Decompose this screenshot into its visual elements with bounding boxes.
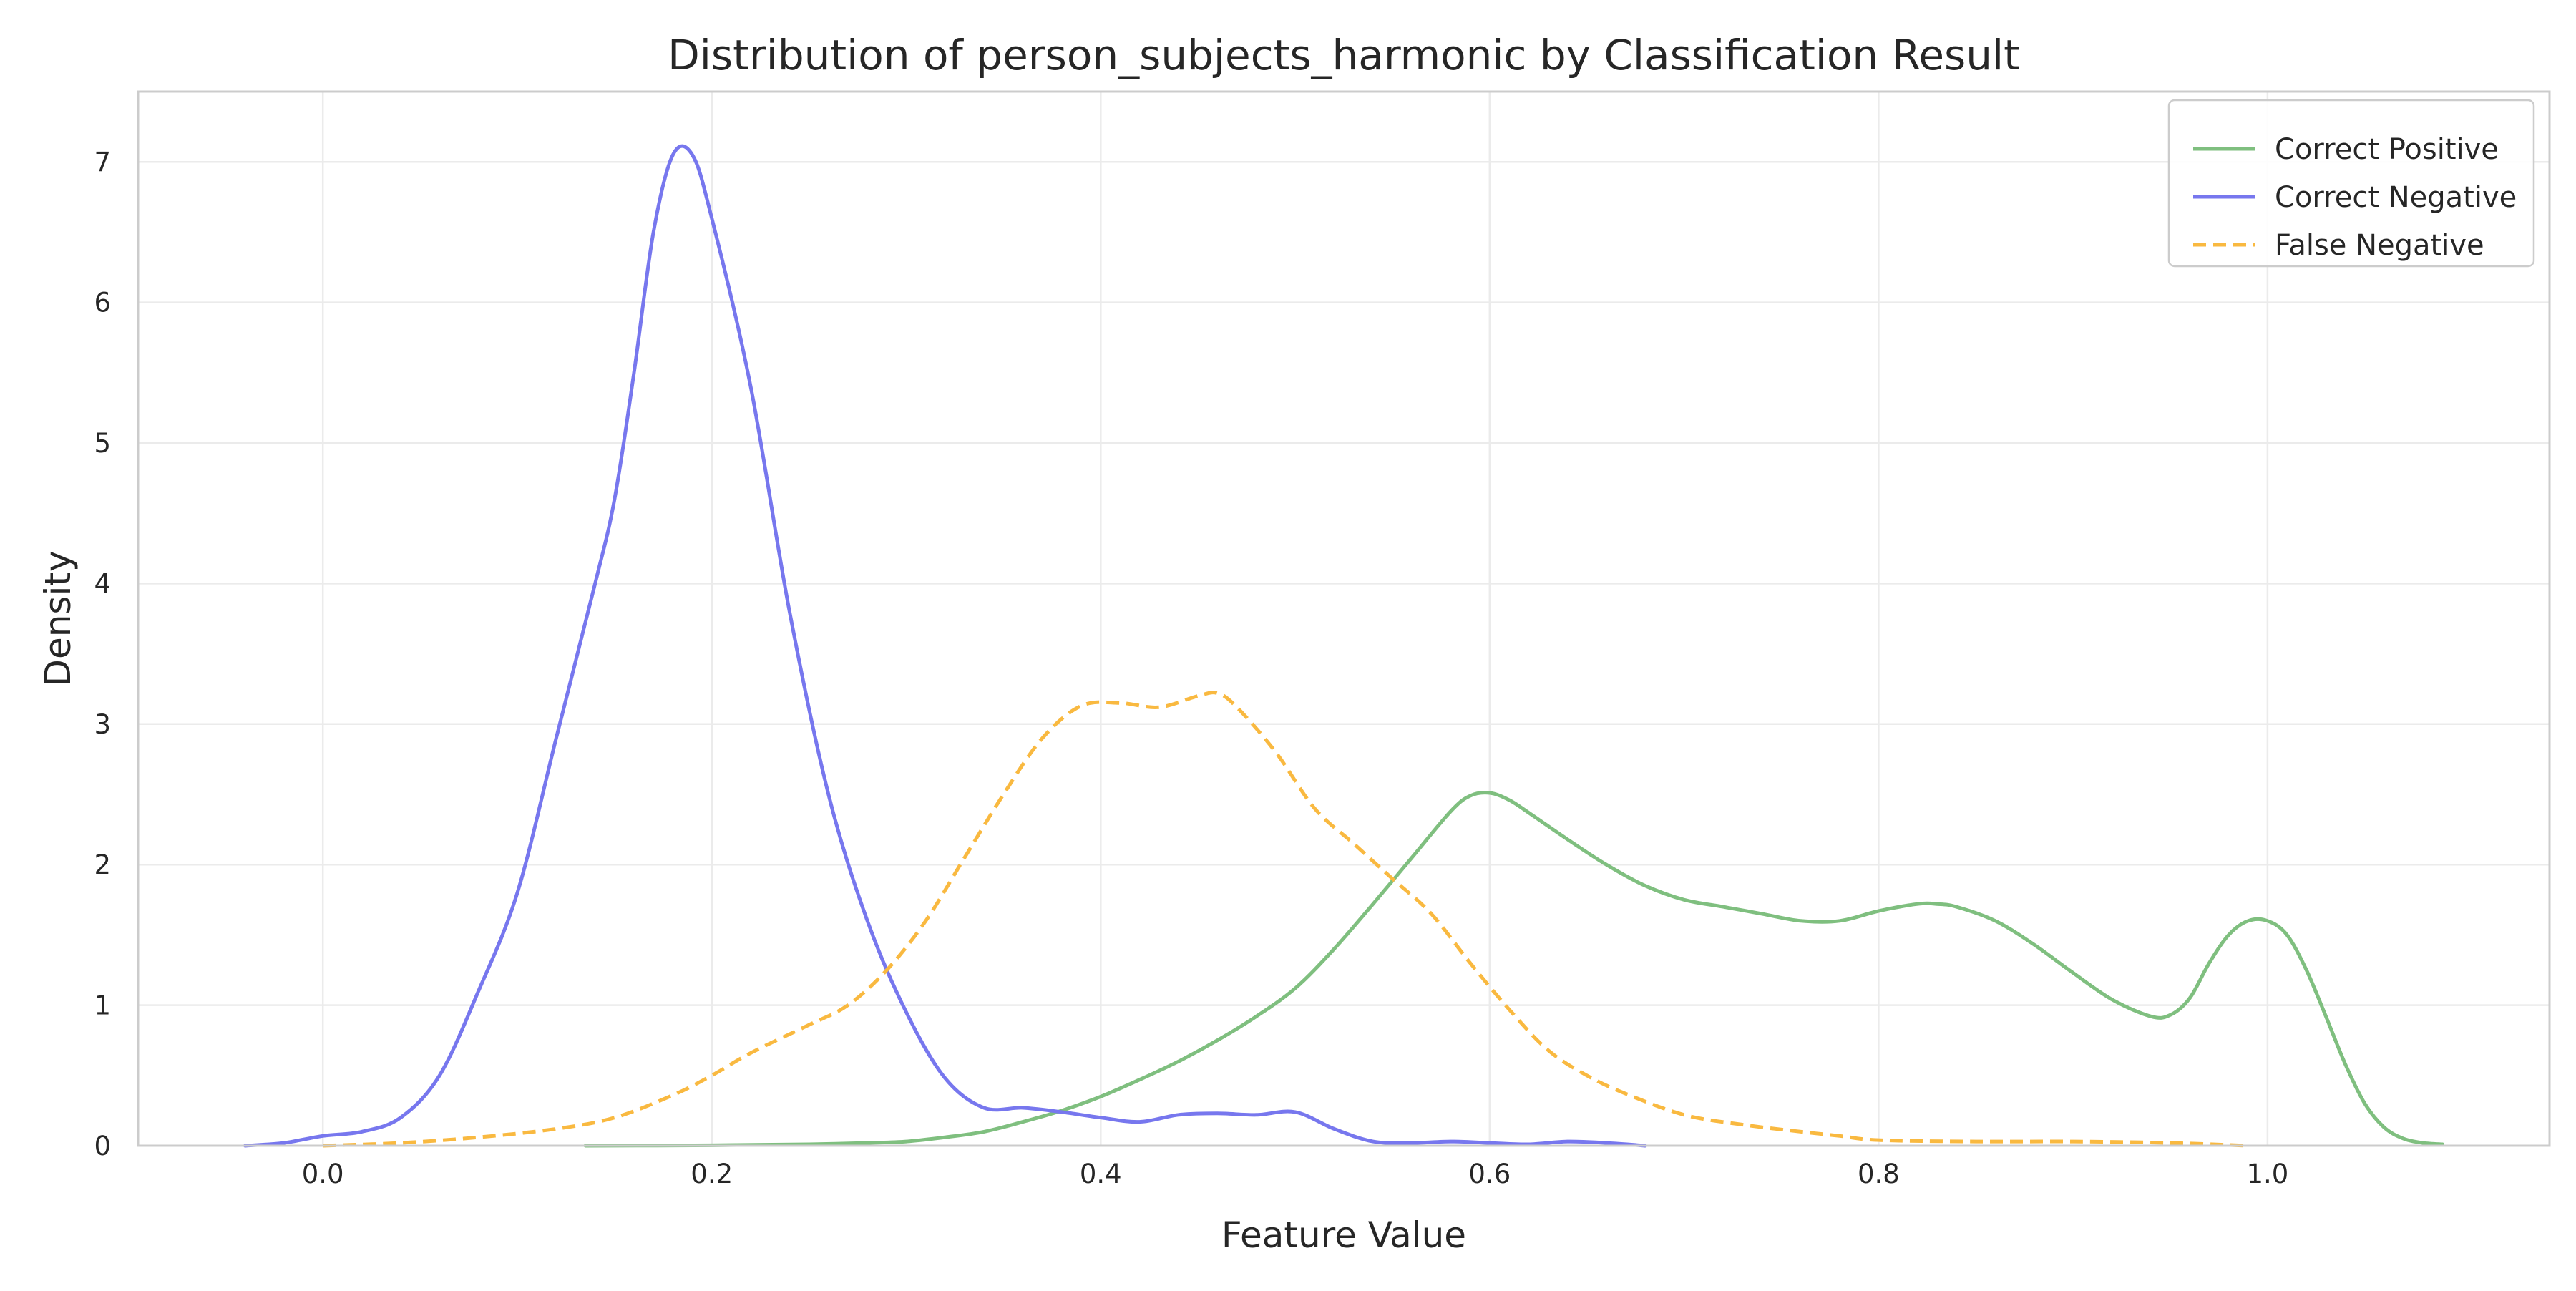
- y-tick-label: 4: [94, 568, 111, 599]
- y-axis-label: Density: [37, 550, 79, 686]
- y-tick-label: 6: [94, 288, 111, 318]
- legend-label-correct-negative: Correct Negative: [2275, 181, 2517, 214]
- series-line-correct-negative: [243, 144, 1647, 1148]
- y-tick-label: 2: [94, 849, 111, 880]
- series-line-correct-positive: [583, 791, 2444, 1148]
- chart-title: Distribution of person_subjects_harmonic…: [668, 31, 2020, 79]
- y-tick-label: 1: [94, 990, 111, 1021]
- series-lines: [243, 144, 2444, 1148]
- y-tick-label: 3: [94, 709, 111, 740]
- tick-labels: 0.0 0.2 0.4 0.6 0.8 1.0 0 1 2 3 4 5 6 7: [94, 147, 2288, 1189]
- x-tick-label: 1.0: [2247, 1159, 2289, 1189]
- x-tick-label: 0.6: [1468, 1159, 1511, 1189]
- y-tick-label: 0: [94, 1131, 111, 1161]
- legend-label-false-negative: False Negative: [2275, 229, 2484, 262]
- legend-box: [2167, 99, 2535, 268]
- series-line-false-negative: [323, 691, 2248, 1148]
- x-tick-label: 0.8: [1858, 1159, 1900, 1189]
- y-tick-label: 5: [94, 428, 111, 459]
- legend: Correct Positive Correct Negative False Ne…: [2167, 99, 2535, 268]
- legend-label-correct-positive: Correct Positive: [2275, 133, 2499, 166]
- x-tick-label: 0.4: [1080, 1159, 1122, 1189]
- x-axis-label: Feature Value: [1221, 1214, 1466, 1256]
- x-tick-label: 0.0: [302, 1159, 344, 1189]
- x-tick-label: 0.2: [691, 1159, 733, 1189]
- plot-frame: [137, 90, 2551, 1147]
- y-tick-label: 7: [94, 147, 111, 177]
